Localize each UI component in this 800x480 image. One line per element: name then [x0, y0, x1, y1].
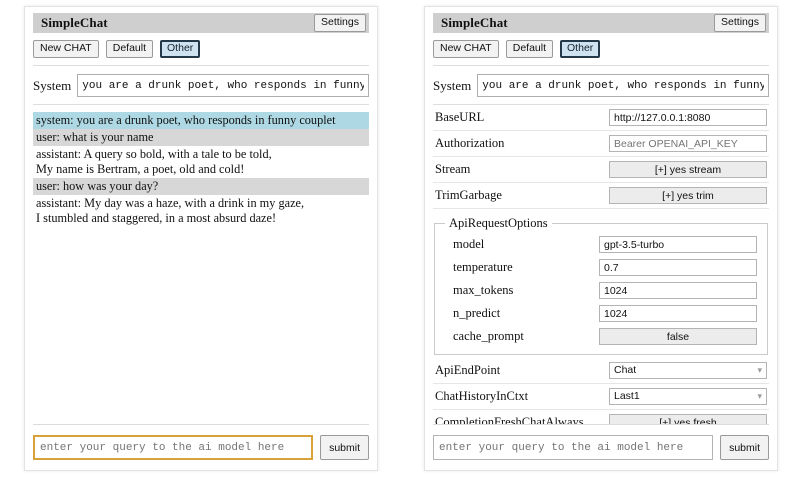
chevron-down-icon: ▾ [757, 391, 762, 401]
submit-button[interactable]: submit [320, 435, 369, 460]
setting-row-trim-garbage: TrimGarbage [+] yes trim [433, 183, 769, 209]
completion-fresh-chat-always-label: CompletionFreshChatAlways [435, 415, 584, 424]
settings-button[interactable]: Settings [714, 14, 766, 32]
setting-row-model: model [443, 233, 759, 256]
session-tab-default[interactable]: Default [505, 40, 554, 58]
cache-prompt-toggle-button[interactable]: false [599, 328, 757, 345]
stream-toggle-button[interactable]: [+] yes stream [609, 161, 767, 178]
chat-area: system: you are a drunk poet, who respon… [33, 105, 369, 424]
api-endpoint-value: Chat [614, 364, 637, 376]
new-chat-button[interactable]: New CHAT [433, 40, 499, 58]
trim-garbage-label: TrimGarbage [435, 188, 502, 202]
divider-bottom [433, 424, 769, 425]
session-tab-other[interactable]: Other [160, 40, 201, 58]
setting-row-chat-history-in-ctxt: ChatHistoryInCtxt Last1 ▾ [433, 384, 769, 410]
temperature-input[interactable] [599, 259, 757, 276]
trim-garbage-toggle-button[interactable]: [+] yes trim [609, 187, 767, 204]
setting-row-stream: Stream [+] yes stream [433, 157, 769, 183]
system-prompt-row: System [33, 74, 369, 97]
setting-row-max-tokens: max_tokens [443, 279, 759, 302]
chat-history-in-ctxt-label: ChatHistoryInCtxt [435, 389, 529, 403]
app-title: SimpleChat [41, 15, 108, 30]
setting-row-cache-prompt: cache_prompt false [443, 325, 759, 348]
chat-panel: SimpleChat Settings New CHAT Default Oth… [24, 6, 378, 471]
settings-button[interactable]: Settings [314, 14, 366, 32]
query-input[interactable] [33, 435, 314, 460]
setting-row-base-url: BaseURL [433, 105, 769, 131]
chat-message-assistant: assistant: A query so bold, with a tale … [36, 147, 272, 176]
n-predict-label: n_predict [453, 306, 501, 320]
system-prompt-input[interactable] [477, 74, 769, 97]
setting-row-completion-fresh-chat-always: CompletionFreshChatAlways [+] yes fresh [433, 410, 769, 424]
completion-fresh-chat-always-toggle-button[interactable]: [+] yes fresh [609, 414, 767, 424]
chat-message-user: user: what is your name [33, 129, 369, 146]
system-prompt-input[interactable] [77, 74, 369, 97]
model-input[interactable] [599, 236, 757, 253]
app-title: SimpleChat [441, 15, 508, 30]
settings-panel: SimpleChat Settings New CHAT Default Oth… [424, 6, 778, 471]
query-input[interactable] [433, 435, 714, 460]
divider-bottom [33, 424, 369, 425]
titlebar: SimpleChat Settings [33, 13, 369, 33]
cache-prompt-label: cache_prompt [453, 329, 524, 343]
chat-message-user: user: how was your day? [33, 178, 369, 195]
setting-row-authorization: Authorization [433, 131, 769, 157]
base-url-input[interactable] [609, 109, 767, 126]
divider-top [433, 65, 769, 66]
n-predict-input[interactable] [599, 305, 757, 322]
submit-button[interactable]: submit [720, 435, 769, 460]
temperature-label: temperature [453, 260, 513, 274]
chat-history-in-ctxt-select[interactable]: Last1 ▾ [609, 388, 767, 405]
titlebar: SimpleChat Settings [433, 13, 769, 33]
divider-below-system [33, 104, 369, 105]
stream-label: Stream [435, 162, 471, 176]
base-url-label: BaseURL [435, 110, 485, 124]
new-chat-button[interactable]: New CHAT [33, 40, 99, 58]
system-prompt-label: System [433, 77, 472, 93]
system-prompt-label: System [33, 77, 72, 93]
chat-message-assistant: assistant: My day was a haze, with a dri… [36, 196, 305, 225]
session-tab-other[interactable]: Other [560, 40, 601, 58]
divider-top [33, 65, 369, 66]
session-bar: New CHAT Default Other [433, 40, 769, 58]
setting-row-api-endpoint: ApiEndPoint Chat ▾ [433, 358, 769, 384]
setting-row-n-predict: n_predict [443, 302, 759, 325]
system-prompt-row: System [433, 74, 769, 97]
max-tokens-label: max_tokens [453, 283, 514, 297]
query-row: submit [33, 435, 369, 460]
chat-message-system: system: you are a drunk poet, who respon… [33, 112, 369, 129]
chat-log[interactable]: system: you are a drunk poet, who respon… [33, 112, 369, 424]
max-tokens-input[interactable] [599, 282, 757, 299]
session-bar: New CHAT Default Other [33, 40, 369, 58]
session-tab-default[interactable]: Default [105, 40, 154, 58]
model-label: model [453, 237, 485, 251]
api-request-options-group: ApiRequestOptions model temperature max_… [434, 216, 768, 355]
settings-list: BaseURL Authorization Stream [+] yes str… [433, 105, 769, 424]
authorization-label: Authorization [435, 136, 505, 150]
query-row: submit [433, 435, 769, 460]
chat-history-in-ctxt-value: Last1 [614, 390, 640, 402]
setting-row-temperature: temperature [443, 256, 759, 279]
api-endpoint-label: ApiEndPoint [435, 363, 501, 377]
chevron-down-icon: ▾ [757, 365, 762, 375]
authorization-input[interactable] [609, 135, 767, 152]
divider-below-system [433, 104, 769, 105]
api-endpoint-select[interactable]: Chat ▾ [609, 362, 767, 379]
api-request-options-legend: ApiRequestOptions [449, 216, 548, 230]
